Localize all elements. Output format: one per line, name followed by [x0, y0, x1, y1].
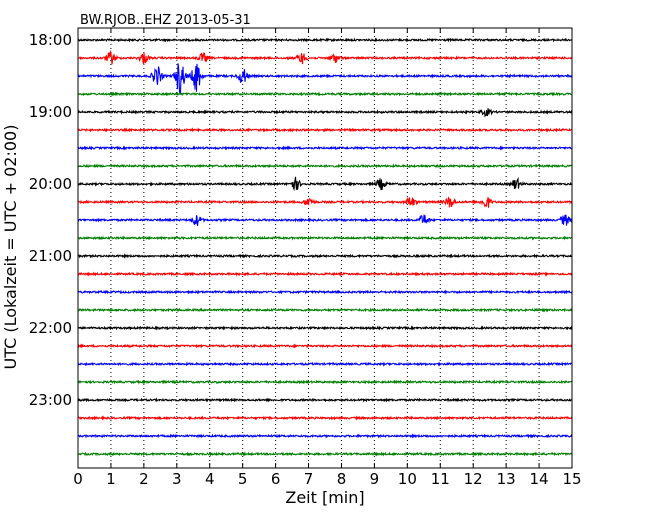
x-tick-label: 12 [464, 470, 483, 488]
x-tick-label: 10 [398, 470, 417, 488]
plot-frame [77, 27, 573, 469]
trace-2345 [77, 451, 573, 457]
y-tick-label: 21:00 [29, 247, 72, 265]
trace-1945 [77, 163, 573, 169]
x-tick-labels: 0 1 2 3 4 5 6 7 8 9 10 11 12 13 14 15 [73, 470, 581, 488]
x-tick-label: 14 [530, 470, 549, 488]
trace-2300 [77, 397, 573, 403]
x-tick-label: 15 [562, 470, 581, 488]
x-tick-label: 8 [337, 470, 347, 488]
trace-2045 [77, 235, 573, 241]
trace-1800 [77, 37, 573, 43]
trace-2145 [77, 307, 573, 313]
trace-1930 [77, 145, 573, 151]
chart-title: BW.RJOB..EHZ 2013-05-31 [80, 13, 251, 28]
x-tick-label: 13 [497, 470, 516, 488]
x-tick-label: 2 [139, 470, 149, 488]
x-tick-label: 3 [172, 470, 182, 488]
x-tick-label: 7 [304, 470, 314, 488]
trace-2315 [77, 415, 573, 421]
trace-2215 [77, 343, 573, 349]
axis-ticks [77, 28, 573, 468]
trace-1830 [77, 63, 573, 95]
trace-1900 [77, 108, 573, 118]
x-tick-label: 6 [271, 470, 281, 488]
y-tick-label: 22:00 [29, 319, 72, 337]
trace-1915 [77, 127, 573, 133]
trace-2030 [77, 214, 573, 227]
trace-2200 [77, 325, 573, 331]
trace-1815 [77, 49, 573, 66]
x-tick-label: 4 [205, 470, 215, 488]
x-tick-label: 9 [370, 470, 380, 488]
trace-2130 [77, 289, 573, 295]
trace-2330 [77, 433, 573, 439]
trace-2100 [77, 253, 573, 259]
grid-lines [110, 28, 540, 468]
y-tick-labels: 18:00 19:00 20:00 21:00 22:00 23:00 [29, 31, 72, 409]
x-tick-label: 11 [431, 470, 450, 488]
trace-2245 [77, 379, 573, 385]
y-tick-label: 20:00 [29, 175, 72, 193]
x-tick-label: 0 [73, 470, 83, 488]
y-tick-label: 23:00 [29, 391, 72, 409]
x-axis-label: Zeit [min] [285, 488, 364, 507]
trace-2000 [77, 176, 573, 192]
seismic-traces [77, 37, 573, 457]
x-tick-label: 1 [106, 470, 116, 488]
trace-2230 [77, 361, 573, 367]
trace-1845 [77, 91, 573, 97]
trace-2015 [77, 196, 573, 208]
x-tick-label: 5 [238, 470, 248, 488]
y-tick-label: 19:00 [29, 103, 72, 121]
y-axis-label: UTC (Lokalzeit = UTC + 02:00) [1, 125, 20, 370]
y-tick-label: 18:00 [29, 31, 72, 49]
trace-2115 [77, 271, 573, 277]
